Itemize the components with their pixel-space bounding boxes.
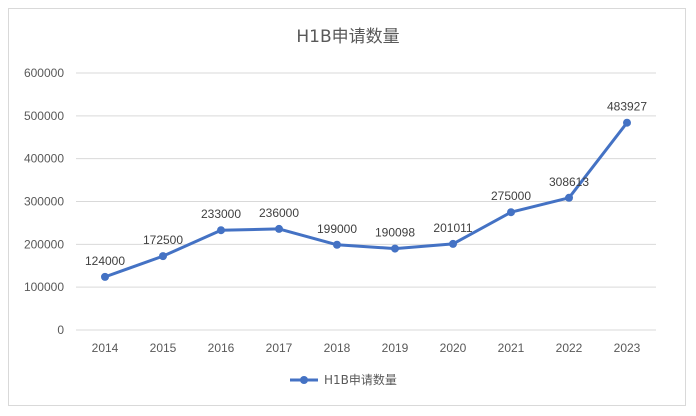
- legend-marker: [300, 376, 308, 384]
- legend-label: H1B申请数量: [324, 372, 397, 387]
- data-point: [507, 208, 515, 217]
- data-point: [623, 118, 631, 127]
- y-tick-label: 100000: [24, 280, 64, 294]
- data-point: [217, 226, 225, 235]
- y-tick-label: 600000: [24, 66, 64, 80]
- data-label: 172500: [143, 233, 183, 247]
- y-tick-label: 500000: [24, 109, 64, 123]
- data-label: 190098: [375, 226, 415, 240]
- x-tick-label: 2022: [556, 341, 583, 355]
- series-line-path: [103, 121, 629, 279]
- y-tick-label: 300000: [24, 195, 64, 209]
- data-label: 483927: [607, 100, 647, 114]
- x-tick-label: 2015: [150, 341, 177, 355]
- data-label: 236000: [259, 206, 299, 220]
- data-point: [159, 252, 167, 261]
- y-tick-label: 400000: [24, 152, 64, 166]
- y-tick-label: 200000: [24, 237, 64, 251]
- x-tick-label: 2018: [324, 341, 351, 355]
- data-point: [275, 224, 283, 233]
- x-tick-label: 2019: [382, 341, 409, 355]
- x-axis-ticks: 2014 2015 2016 2017 2018 2019 2020 2021 2022 2023: [92, 341, 641, 355]
- y-tick-label: 0: [57, 323, 64, 337]
- legend: H1B申请数量: [290, 372, 397, 387]
- x-tick-label: 2017: [266, 341, 293, 355]
- x-tick-label: 2020: [440, 341, 467, 355]
- series-line: [101, 118, 631, 281]
- data-point: [333, 240, 341, 249]
- data-labels: 124000 172500 233000 236000 199000 190098 2010…: [85, 100, 647, 268]
- chart-title: H1B申请数量: [296, 27, 400, 47]
- data-point: [565, 193, 573, 202]
- data-label: 124000: [85, 254, 125, 268]
- data-label: 199000: [317, 222, 357, 236]
- data-label: 275000: [491, 189, 531, 203]
- x-tick-label: 2021: [498, 341, 525, 355]
- x-tick-label: 2014: [92, 341, 119, 355]
- data-label: 201011: [433, 221, 472, 235]
- data-point: [449, 239, 457, 248]
- x-tick-label: 2016: [208, 341, 235, 355]
- x-tick-label: 2023: [614, 341, 641, 355]
- data-point: [101, 272, 109, 281]
- chart-frame: [8, 8, 686, 406]
- data-label: 233000: [201, 207, 241, 221]
- y-axis-ticks: 0 100000 200000 300000 400000 500000 600000: [24, 66, 64, 337]
- data-point: [391, 244, 399, 253]
- data-label: 308613: [549, 175, 589, 189]
